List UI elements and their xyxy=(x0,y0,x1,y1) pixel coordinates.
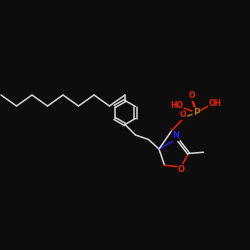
Text: O: O xyxy=(178,164,184,173)
Text: P: P xyxy=(193,108,200,117)
Text: O: O xyxy=(180,110,186,119)
Text: N: N xyxy=(172,132,179,140)
Text: OH: OH xyxy=(208,99,222,108)
Text: HO: HO xyxy=(170,102,183,110)
Text: O: O xyxy=(189,92,195,100)
